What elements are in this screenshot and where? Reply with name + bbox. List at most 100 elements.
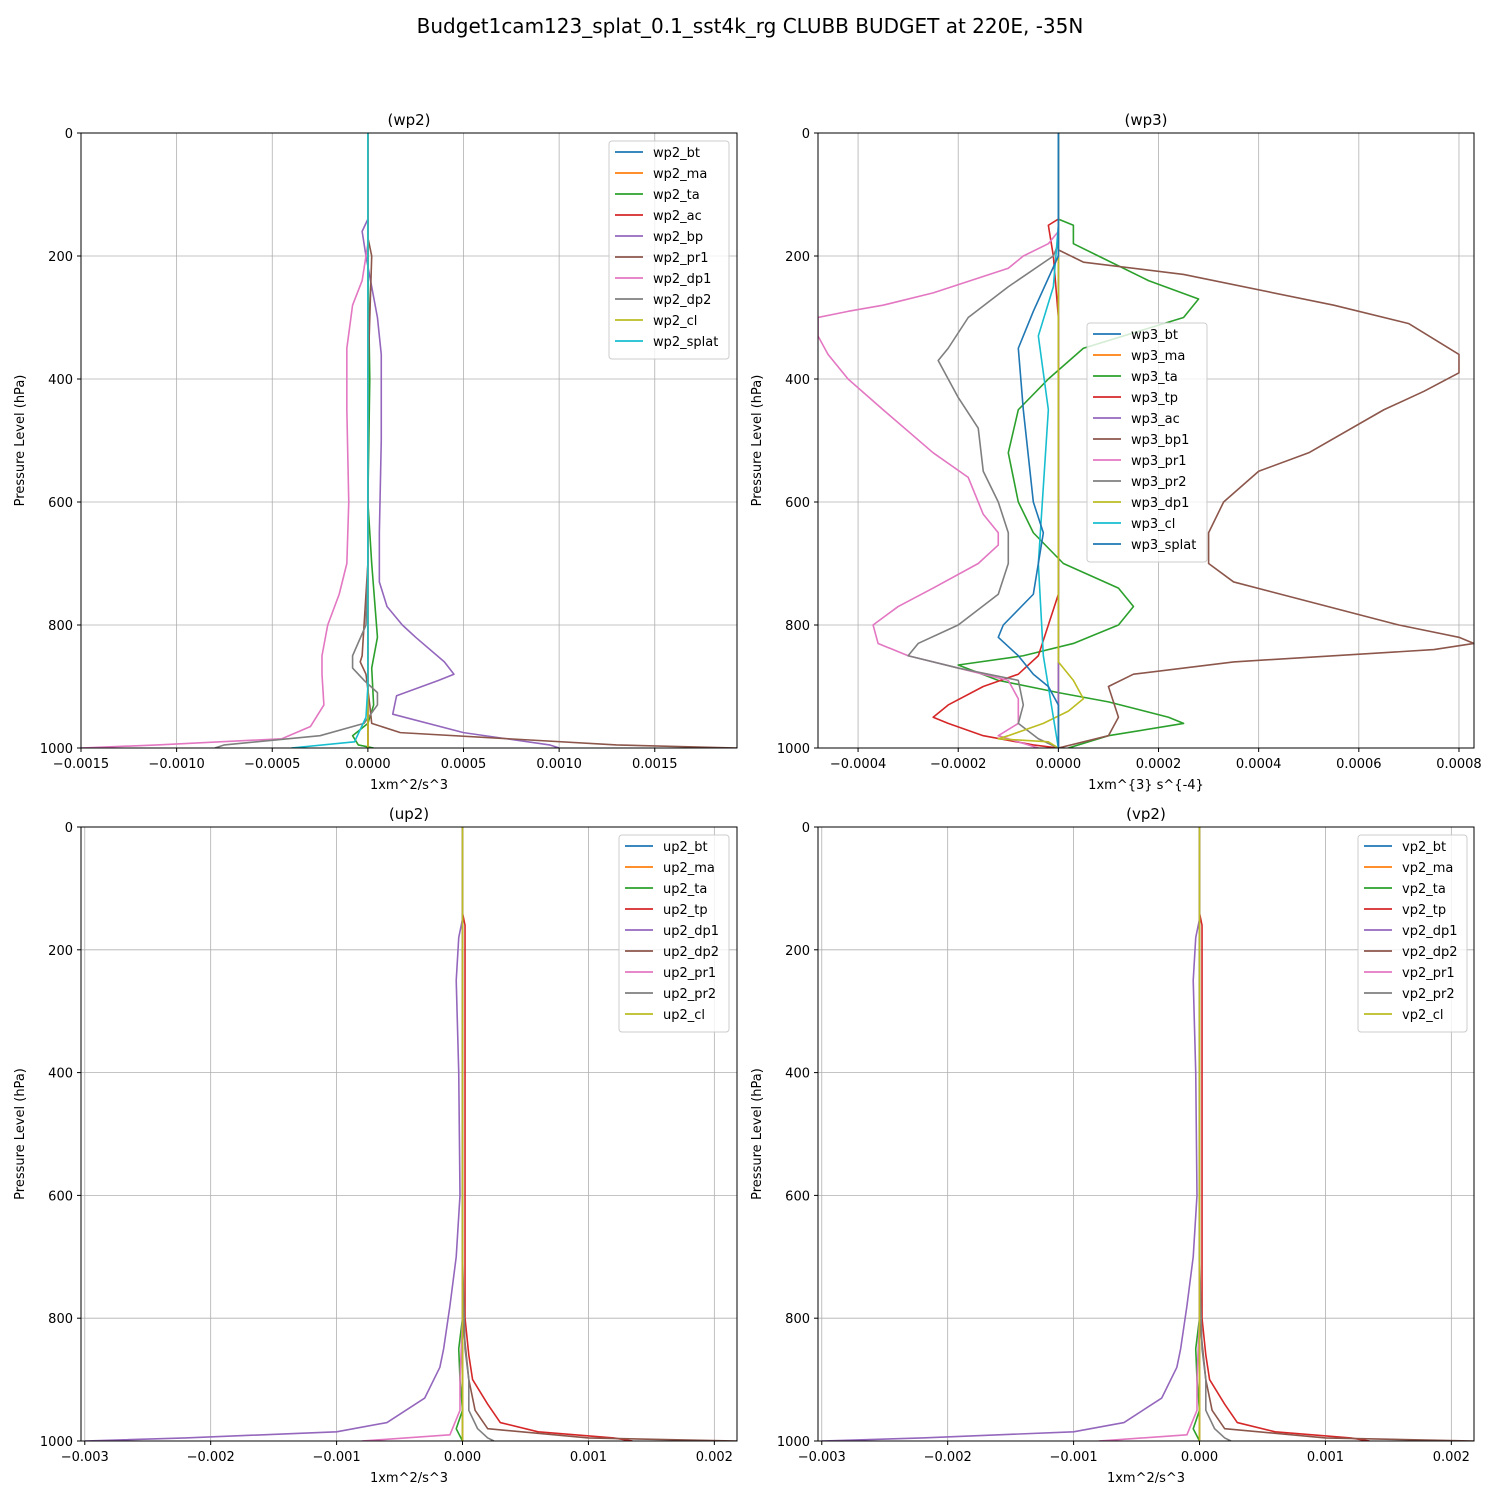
chart-1-series-wp3_bp1 (1057, 133, 1474, 748)
chart-1-series-wp3_pr2 (907, 133, 1060, 748)
chart-0-series-wp2_splat (291, 133, 369, 748)
chart-0-xtick-label-0: −0.0015 (53, 757, 109, 772)
chart-0-ytick-label-1: 200 (48, 250, 73, 265)
figure-title: Budget1cam123_splat_0.1_sst4k_rg CLUBB B… (416, 14, 1084, 38)
chart-1-legend-label-wp3_ma: wp3_ma (1131, 349, 1185, 364)
chart-3-legend-label-vp2_ta: vp2_ta (1402, 882, 1446, 897)
chart-1-xtick-label-2: 0.0000 (1036, 757, 1082, 772)
chart-1-frame (817, 132, 1475, 749)
chart-1-xtick-label-1: −0.0002 (930, 757, 986, 772)
chart-3-xtick-label-4: 0.001 (1307, 1450, 1344, 1465)
chart-0-legend-label-wp2_bt: wp2_bt (653, 146, 700, 161)
chart-3-ytick-label-0: 0 (802, 821, 810, 836)
chart-2-ytick-label-4: 800 (48, 1312, 73, 1327)
chart-1-legend-label-wp3_cl: wp3_cl (1131, 517, 1175, 532)
chart-0-ytick-label-4: 800 (48, 619, 73, 634)
chart-3-xtick-label-5: 0.002 (1433, 1450, 1470, 1465)
chart-2-xtick-label-4: 0.001 (570, 1450, 607, 1465)
chart-0-legend-label-wp2_bp: wp2_bp (653, 230, 703, 245)
chart-0-ytick-label-2: 400 (48, 373, 73, 388)
chart-0-legend-label-wp2_dp2: wp2_dp2 (653, 293, 711, 308)
chart-2-series-up2_dp1 (84, 827, 464, 1441)
chart-3-legend-label-vp2_tp: vp2_tp (1402, 903, 1446, 918)
chart-1-xtick-label-3: 0.0002 (1136, 757, 1182, 772)
chart-3-title: (vp2) (1126, 805, 1166, 823)
chart-0-legend-label-wp2_ma: wp2_ma (653, 167, 707, 182)
chart-1-ytick-label-4: 800 (785, 619, 810, 634)
chart-0-ytick-label-3: 600 (48, 496, 73, 511)
chart-1-xtick-label-4: 0.0004 (1236, 757, 1282, 772)
chart-0-ylabel: Pressure Level (hPa) (13, 375, 28, 507)
chart-1-xlabel: 1xm^{3} s^{-4} (1088, 778, 1204, 793)
chart-3-series-vp2_pr2 (1198, 827, 1232, 1441)
chart-3-frame (817, 826, 1475, 1442)
chart-1-legend-label-wp3_ta: wp3_ta (1131, 370, 1178, 385)
chart-2-xtick-label-5: 0.002 (696, 1450, 733, 1465)
chart-3-xtick-label-2: −0.001 (1050, 1450, 1098, 1465)
chart-3-legend-label-vp2_cl: vp2_cl (1402, 1008, 1443, 1023)
chart-1-legend-label-wp3_bt: wp3_bt (1131, 328, 1178, 343)
chart-3-series-vp2_pr1 (1098, 827, 1201, 1441)
chart-1-legend-label-wp3_pr2: wp3_pr2 (1131, 475, 1187, 490)
chart-0-xtick-label-6: 0.0015 (632, 757, 678, 772)
chart-2-ytick-label-1: 200 (48, 944, 73, 959)
chart-1-legend-label-wp3_dp1: wp3_dp1 (1131, 496, 1189, 511)
chart-0-legend-label-wp2_ac: wp2_ac (653, 209, 702, 224)
chart-1-legend-label-wp3_tp: wp3_tp (1131, 391, 1178, 406)
chart-1-ytick-label-3: 600 (785, 496, 810, 511)
chart-3-ytick-label-2: 400 (785, 1067, 810, 1082)
chart-2-xlabel: 1xm^2/s^3 (370, 1471, 448, 1486)
chart-0-title: (wp2) (387, 111, 430, 129)
chart-2-legend-label-up2_pr2: up2_pr2 (663, 987, 716, 1002)
chart-0-series-wp2_dp1 (81, 133, 369, 748)
chart-3-xtick-label-0: −0.003 (798, 1450, 846, 1465)
chart-1-ytick-label-2: 400 (785, 373, 810, 388)
chart-0-legend-label-wp2_cl: wp2_cl (653, 314, 697, 329)
chart-3-legend-label-vp2_dp2: vp2_dp2 (1402, 945, 1458, 960)
chart-2-legend-label-up2_ta: up2_ta (663, 882, 707, 897)
chart-3-xtick-label-1: −0.002 (924, 1450, 972, 1465)
chart-1-series-wp3_tp (932, 133, 1060, 748)
chart-0-xtick-label-1: −0.0010 (148, 757, 204, 772)
chart-3-ytick-label-5: 1000 (777, 1435, 810, 1450)
chart-1-legend-label-wp3_splat: wp3_splat (1131, 538, 1196, 553)
chart-3-xlabel: 1xm^2/s^3 (1107, 1471, 1185, 1486)
chart-1-title: (wp3) (1124, 111, 1167, 129)
chart-2-ytick-label-5: 1000 (40, 1435, 73, 1450)
chart-0-frame (80, 132, 738, 749)
chart-2-xtick-label-3: 0.000 (444, 1450, 481, 1465)
chart-0-legend-label-wp2_ta: wp2_ta (653, 188, 700, 203)
chart-1-series-wp3_dp1 (997, 133, 1085, 748)
chart-2-legend-label-up2_dp1: up2_dp1 (663, 924, 719, 939)
chart-1-ytick-label-1: 200 (785, 250, 810, 265)
chart-0-legend-label-wp2_dp1: wp2_dp1 (653, 272, 711, 287)
chart-1-ytick-label-5: 1000 (777, 742, 810, 757)
chart-1-legend-label-wp3_bp1: wp3_bp1 (1131, 433, 1189, 448)
chart-3-legend (1357, 834, 1468, 1033)
chart-3-legend-label-vp2_bt: vp2_bt (1402, 840, 1446, 855)
chart-0-legend-label-wp2_pr1: wp2_pr1 (653, 251, 709, 266)
chart-3-ytick-label-3: 600 (785, 1189, 810, 1204)
chart-3-legend-label-vp2_dp1: vp2_dp1 (1402, 924, 1458, 939)
chart-2-ytick-label-3: 600 (48, 1189, 73, 1204)
chart-2-ytick-label-0: 0 (65, 821, 73, 836)
chart-0-series-wp2_pr1 (359, 133, 737, 748)
chart-2-series-up2_tp (461, 827, 633, 1441)
chart-0-xtick-label-3: 0.0000 (345, 757, 391, 772)
chart-3-ytick-label-4: 800 (785, 1312, 810, 1327)
chart-0-xlabel: 1xm^2/s^3 (370, 778, 448, 793)
chart-1-xtick-label-5: 0.0006 (1336, 757, 1382, 772)
chart-2-xtick-label-2: −0.001 (313, 1450, 361, 1465)
chart-2-xtick-label-0: −0.003 (61, 1450, 109, 1465)
chart-3-series-vp2_tp (1198, 827, 1370, 1441)
chart-2-legend-label-up2_dp2: up2_dp2 (663, 945, 719, 960)
chart-2-legend-label-up2_bt: up2_bt (663, 840, 708, 855)
chart-2-xtick-label-1: −0.002 (187, 1450, 235, 1465)
chart-1-xtick-label-6: 0.0008 (1436, 757, 1482, 772)
chart-2-legend-label-up2_pr1: up2_pr1 (663, 966, 716, 981)
chart-3-ylabel: Pressure Level (hPa) (750, 1068, 765, 1200)
chart-2-legend-label-up2_cl: up2_cl (663, 1008, 705, 1023)
